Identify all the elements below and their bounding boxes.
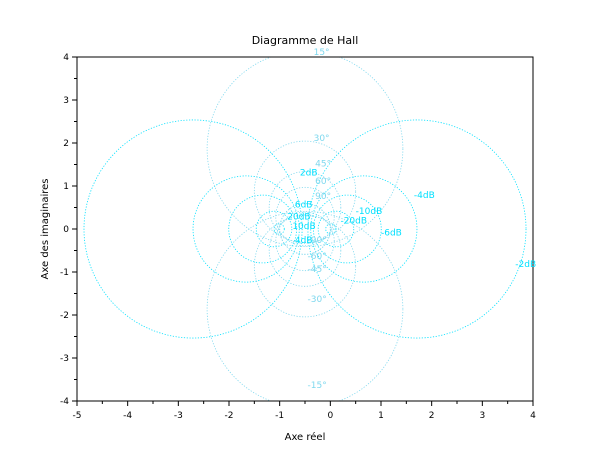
y-tick-label: -4 bbox=[60, 397, 69, 407]
y-tick-label: 3 bbox=[63, 96, 69, 106]
magnitude-label: -4dB bbox=[414, 191, 435, 201]
x-axis-label: Axe réel bbox=[285, 431, 326, 443]
x-tick-label: -3 bbox=[174, 411, 183, 421]
x-tick-label: 1 bbox=[378, 411, 384, 421]
x-tick-label: 0 bbox=[327, 411, 333, 421]
magnitude-label: -20dB bbox=[340, 216, 367, 226]
x-tick-label: 3 bbox=[479, 411, 485, 421]
magnitude-circle bbox=[317, 210, 355, 248]
magnitude-circle bbox=[310, 175, 418, 283]
phase-circle bbox=[279, 203, 331, 255]
phase-label: 90° bbox=[315, 192, 331, 202]
phase-label: 45° bbox=[315, 160, 331, 170]
y-axis-ticks: -4 -3 -2 -1 0 1 2 3 4 bbox=[60, 53, 77, 407]
x-tick-label: 4 bbox=[530, 411, 536, 421]
magnitude-circle bbox=[313, 194, 382, 264]
magnitude-label: -6dB bbox=[381, 228, 402, 238]
magnitude-label: 4dB bbox=[295, 236, 313, 246]
phase-circle bbox=[253, 215, 357, 318]
x-tick-label: 2 bbox=[429, 411, 435, 421]
magnitude-label: 20dB bbox=[287, 213, 310, 223]
magnitude-circle bbox=[228, 194, 297, 264]
magnitude-circle bbox=[192, 175, 300, 283]
phase-circle bbox=[268, 171, 342, 244]
phase-label: 15° bbox=[314, 48, 330, 58]
phase-label: -45° bbox=[308, 265, 327, 275]
phase-label: -60° bbox=[308, 252, 327, 262]
magnitude-label: 10dB bbox=[292, 222, 315, 232]
y-tick-label: 4 bbox=[63, 53, 69, 63]
y-tick-label: 1 bbox=[63, 182, 69, 192]
magnitude-circle bbox=[307, 119, 527, 339]
magnitude-label: 6dB bbox=[295, 201, 313, 211]
phase-label: 60° bbox=[315, 177, 331, 187]
y-tick-label: 2 bbox=[63, 139, 69, 149]
curves-layer bbox=[83, 57, 527, 401]
phase-circle bbox=[206, 210, 404, 401]
x-tick-label: -2 bbox=[225, 411, 234, 421]
phase-label: -15° bbox=[308, 381, 327, 391]
x-axis-ticks: -5 -4 -3 -2 -1 0 1 2 3 4 bbox=[73, 401, 536, 421]
phase-label: 30° bbox=[314, 134, 330, 144]
magnitude-circle bbox=[255, 210, 293, 248]
phase-circle bbox=[275, 211, 335, 272]
magnitude-label: 2dB bbox=[300, 168, 318, 178]
phase-circle bbox=[268, 214, 342, 287]
y-tick-label: -2 bbox=[60, 311, 69, 321]
y-tick-label: -1 bbox=[60, 268, 69, 278]
y-tick-label: -3 bbox=[60, 354, 69, 364]
magnitude-circle bbox=[83, 119, 303, 339]
phase-circle bbox=[275, 186, 335, 247]
chart-title: Diagramme de Hall bbox=[252, 34, 359, 47]
y-tick-label: 0 bbox=[63, 225, 69, 235]
phase-circle bbox=[206, 57, 404, 248]
magnitude-label: -2dB bbox=[515, 260, 536, 270]
x-tick-label: -1 bbox=[275, 411, 284, 421]
phase-label: -30° bbox=[308, 295, 327, 305]
magnitude-circle bbox=[325, 223, 337, 235]
x-tick-label: -5 bbox=[73, 411, 82, 421]
magnitude-circle bbox=[273, 223, 285, 235]
phase-label: -90° bbox=[308, 236, 327, 246]
phase-circle bbox=[253, 140, 357, 243]
magnitude-label: -10dB bbox=[356, 207, 383, 217]
x-tick-label: -4 bbox=[123, 411, 132, 421]
y-axis-label: Axe des imaginaires bbox=[40, 179, 51, 280]
